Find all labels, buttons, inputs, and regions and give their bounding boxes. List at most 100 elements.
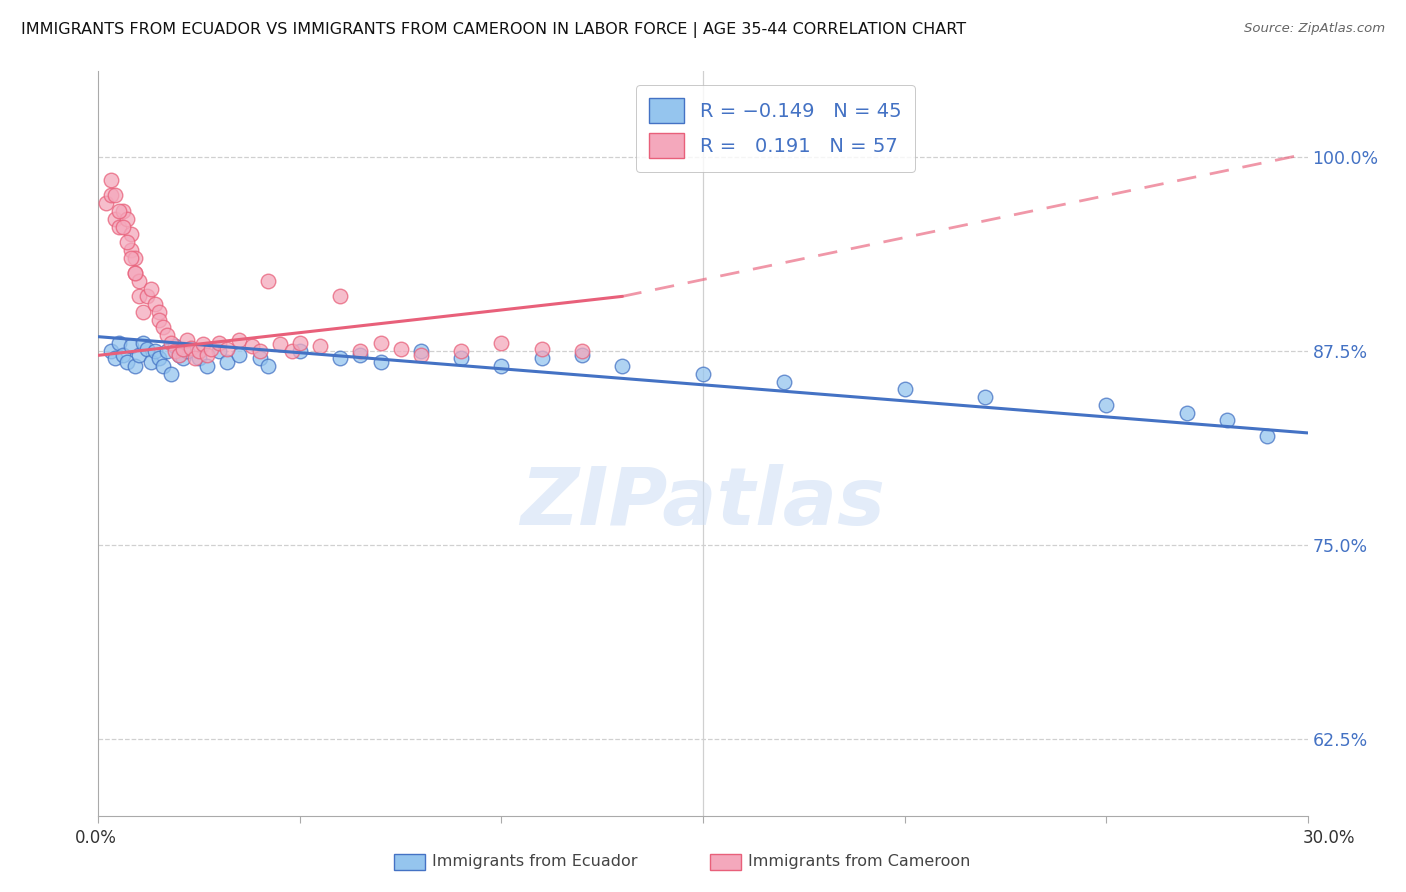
- Point: [180, 341, 202, 355]
- Point: [309, 339, 332, 353]
- Text: IMMIGRANTS FROM ECUADOR VS IMMIGRANTS FROM CAMEROON IN LABOR FORCE | AGE 35-44 C: IMMIGRANTS FROM ECUADOR VS IMMIGRANTS FR…: [21, 22, 966, 38]
- Point: [370, 354, 392, 368]
- Point: [692, 367, 714, 381]
- Point: [163, 339, 186, 353]
- Point: [281, 343, 304, 358]
- Point: [370, 335, 392, 350]
- Point: [288, 343, 311, 358]
- Point: [184, 351, 207, 366]
- Point: [176, 333, 198, 347]
- Point: [195, 348, 218, 362]
- Point: [208, 335, 231, 350]
- Point: [188, 351, 211, 366]
- Point: [288, 335, 311, 350]
- Point: [409, 343, 432, 358]
- Point: [124, 266, 146, 280]
- Point: [132, 305, 155, 319]
- Point: [612, 359, 634, 374]
- Point: [329, 351, 352, 366]
- Point: [103, 351, 125, 366]
- Point: [103, 188, 125, 202]
- Point: [217, 354, 239, 368]
- Point: [256, 274, 278, 288]
- Point: [135, 289, 157, 303]
- Point: [1256, 429, 1278, 443]
- Point: [1216, 413, 1239, 427]
- Point: [167, 348, 190, 362]
- Point: [491, 335, 513, 350]
- Point: [107, 335, 129, 350]
- Point: [115, 354, 138, 368]
- Point: [139, 282, 162, 296]
- Point: [176, 343, 198, 358]
- Point: [135, 342, 157, 356]
- Point: [143, 343, 166, 358]
- Point: [120, 339, 142, 353]
- Point: [148, 351, 170, 366]
- Point: [228, 333, 250, 347]
- Point: [160, 335, 183, 350]
- Point: [974, 390, 997, 404]
- Point: [160, 367, 183, 381]
- Point: [124, 266, 146, 280]
- Point: [115, 211, 138, 226]
- Point: [128, 289, 150, 303]
- Point: [228, 348, 250, 362]
- Point: [115, 235, 138, 249]
- Point: [389, 342, 412, 356]
- Point: [193, 337, 215, 351]
- Point: [256, 359, 278, 374]
- Point: [163, 343, 186, 358]
- Point: [148, 305, 170, 319]
- Point: [349, 348, 371, 362]
- Point: [100, 343, 122, 358]
- Point: [893, 383, 915, 397]
- Point: [530, 351, 553, 366]
- Point: [96, 196, 118, 211]
- Point: [249, 343, 271, 358]
- Point: [152, 320, 174, 334]
- Point: [409, 348, 432, 362]
- Point: [269, 337, 291, 351]
- Point: [772, 375, 794, 389]
- Point: [111, 204, 134, 219]
- Point: [571, 348, 593, 362]
- Point: [100, 173, 122, 187]
- Point: [107, 204, 129, 219]
- Point: [143, 297, 166, 311]
- Legend: R = −0.149   N = 45, R =   0.191   N = 57: R = −0.149 N = 45, R = 0.191 N = 57: [636, 85, 915, 172]
- Point: [249, 351, 271, 366]
- Point: [172, 351, 194, 366]
- Point: [217, 342, 239, 356]
- Text: Immigrants from Cameroon: Immigrants from Cameroon: [748, 855, 970, 869]
- Point: [450, 343, 472, 358]
- Point: [111, 348, 134, 362]
- Point: [172, 342, 194, 356]
- Point: [450, 351, 472, 366]
- Point: [152, 359, 174, 374]
- Point: [124, 359, 146, 374]
- Point: [120, 243, 142, 257]
- Point: [124, 251, 146, 265]
- Point: [329, 289, 352, 303]
- Point: [571, 343, 593, 358]
- Point: [111, 219, 134, 234]
- Point: [240, 339, 263, 353]
- Point: [167, 348, 190, 362]
- Point: [188, 343, 211, 358]
- Point: [128, 348, 150, 362]
- Point: [1095, 398, 1118, 412]
- Point: [128, 274, 150, 288]
- Point: [107, 219, 129, 234]
- Point: [103, 211, 125, 226]
- Point: [120, 227, 142, 242]
- Point: [120, 251, 142, 265]
- Point: [132, 335, 155, 350]
- Point: [139, 354, 162, 368]
- Point: [148, 312, 170, 326]
- Point: [156, 328, 179, 343]
- Point: [156, 343, 179, 358]
- Point: [1175, 406, 1198, 420]
- Point: [208, 343, 231, 358]
- Point: [349, 343, 371, 358]
